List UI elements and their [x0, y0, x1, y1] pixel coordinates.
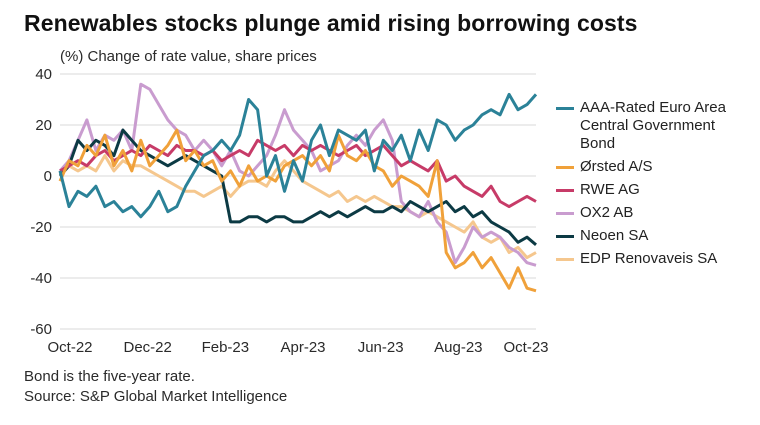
- x-tick-label: Aug-23: [434, 339, 482, 356]
- legend-label: Neoen SA: [580, 227, 649, 244]
- legend-label: Ørsted A/S: [580, 158, 653, 175]
- x-tick-label: Oct-22: [47, 339, 92, 356]
- legend-label: EDP Renovaveis SA: [580, 250, 718, 267]
- legend-item: AAA-Rated Euro Area Central Government B…: [556, 99, 756, 153]
- x-tick-label: Dec-22: [123, 339, 171, 356]
- legend-item: Neoen SA: [556, 227, 756, 245]
- footer-source: Source: S&P Global Market Intelligence: [24, 388, 288, 405]
- legend-label: OX2 AB: [580, 204, 634, 221]
- legend-swatch: [556, 258, 574, 261]
- series-line-rwe-ag: [59, 138, 537, 209]
- x-tick-label: Jun-23: [358, 339, 404, 356]
- series-line--rsted-a-s: [58, 128, 537, 293]
- legend-swatch: [556, 189, 574, 192]
- series-line-edp-renovaveis-sa: [58, 154, 537, 260]
- y-axis-ticks: 40 20 0 -20 -40 -60: [30, 66, 52, 338]
- y-tick-label: 0: [44, 168, 52, 185]
- legend-item: EDP Renovaveis SA: [556, 250, 756, 268]
- footer: Bond is the five-year rate. Source: S&P …: [24, 367, 287, 407]
- y-tick-label: 20: [35, 117, 52, 134]
- y-tick-label: 40: [35, 66, 52, 83]
- x-tick-label: Apr-23: [280, 339, 325, 356]
- legend-label: RWE AG: [580, 181, 640, 198]
- chart-subtitle: (%) Change of rate value, share prices: [60, 48, 317, 65]
- chart-title: Renewables stocks plunge amid rising bor…: [24, 10, 638, 36]
- y-tick-label: -60: [30, 321, 52, 338]
- legend-item: OX2 AB: [556, 204, 756, 222]
- series-line-ox2-ab: [58, 82, 537, 267]
- series-lines: [58, 82, 538, 293]
- legend: AAA-Rated Euro Area Central Government B…: [556, 99, 756, 273]
- legend-label: AAA-Rated Euro Area Central Government B…: [580, 99, 726, 152]
- series-line-aaa-rated-euro-area-central-government-bond: [58, 92, 538, 219]
- gridlines: [60, 73, 536, 330]
- y-tick-label: -20: [30, 219, 52, 236]
- legend-swatch: [556, 166, 574, 169]
- legend-swatch: [556, 107, 574, 110]
- x-axis-ticks: Oct-22 Dec-22 Feb-23 Apr-23 Jun-23 Aug-23 Oct-…: [47, 339, 548, 356]
- footer-note: Bond is the five-year rate.: [24, 368, 195, 385]
- legend-swatch: [556, 212, 574, 215]
- x-tick-label: Oct-23: [503, 339, 548, 356]
- x-tick-label: Feb-23: [202, 339, 250, 356]
- legend-item: RWE AG: [556, 181, 756, 199]
- y-tick-label: -40: [30, 270, 52, 287]
- legend-swatch: [556, 235, 574, 238]
- legend-item: Ørsted A/S: [556, 158, 756, 176]
